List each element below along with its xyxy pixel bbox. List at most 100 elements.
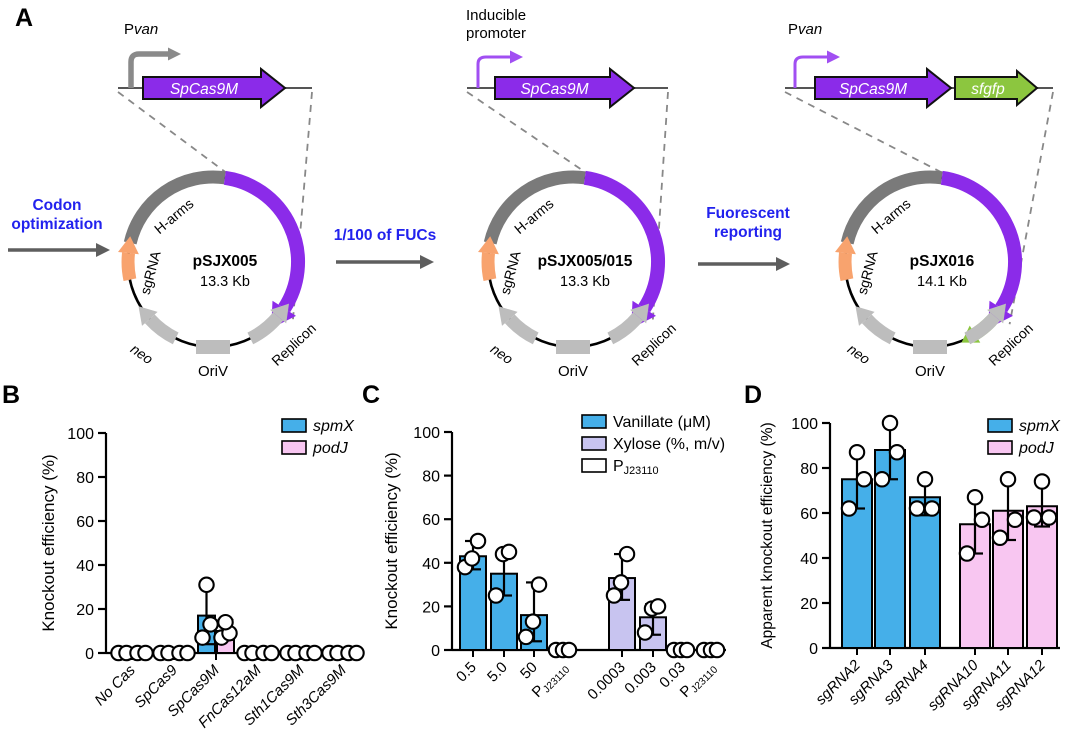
- neo-label: neo: [128, 341, 156, 368]
- x-tick-label: No Cas: [91, 661, 139, 709]
- data-point: [198, 576, 215, 594]
- gene-arrow-sfgfp: [954, 68, 1039, 108]
- y-tick-label: 60: [422, 512, 440, 529]
- data-point: [678, 641, 696, 659]
- h-arms-arc: [123, 170, 226, 245]
- sgrna-arrow-head: [835, 236, 856, 255]
- plasmid-name-label: pSJX016: [910, 253, 975, 270]
- step-label: Fuorescent: [706, 205, 790, 222]
- neo-arrow-head: [138, 306, 158, 326]
- plasmid-map-pSJX005: PvanSpCas9MsgRNAH-armsneoOriVRepliconpSJ…: [117, 21, 319, 380]
- data-point: [966, 489, 984, 506]
- plasmid-name-label: pSJX005/015: [538, 253, 633, 270]
- data-point: [840, 500, 858, 517]
- data-point: [560, 641, 578, 659]
- y-tick-label: 40: [800, 551, 818, 568]
- y-tick-label: 100: [791, 416, 818, 433]
- data-point: [916, 471, 934, 488]
- sgrna-arrow-head: [478, 236, 499, 255]
- sgrna-arrow: [838, 252, 854, 282]
- data-point: [179, 644, 196, 662]
- step-label: 1/100 of FUCs: [334, 227, 437, 244]
- gene-arrow-spcas9m: [142, 66, 287, 110]
- legend-label: Xylose (%, m/v): [613, 436, 725, 453]
- data-point: [881, 414, 899, 432]
- data-point: [500, 543, 518, 561]
- y-tick-label: 80: [422, 469, 440, 486]
- cas9-arc: [223, 170, 305, 313]
- data-point: [636, 624, 654, 641]
- data-point: [306, 644, 323, 662]
- bar: [909, 496, 941, 649]
- y-axis-title: Knockout efficiency (%): [39, 454, 58, 631]
- oriv-label: OriV: [915, 363, 945, 380]
- data-point: [463, 550, 481, 567]
- step-arrow-head: [420, 255, 434, 269]
- panel-d-label: D: [744, 381, 763, 409]
- y-tick-label: 0: [809, 641, 818, 658]
- y-tick-label: 100: [413, 425, 440, 442]
- promoter-arrow-head: [827, 50, 840, 64]
- legend-label: spmX: [1019, 418, 1061, 435]
- neo-arrow: [861, 314, 896, 345]
- y-tick-label: 60: [800, 506, 818, 523]
- data-point: [855, 471, 873, 488]
- oriv-block: [913, 340, 947, 354]
- promoter-label: Pvan: [124, 21, 158, 38]
- data-point: [991, 529, 1009, 547]
- dashed-connector: [117, 91, 229, 176]
- chart-knockout-efficiency-cas-variants: 0 20 40 60 80 100 Knockout efficiency (%) No Ca…: [39, 418, 365, 732]
- data-point: [873, 471, 891, 488]
- x-tick-label: PJ23110: [529, 659, 573, 703]
- data-point: [973, 511, 991, 529]
- legend-label: PJ23110: [613, 458, 659, 477]
- y-tick-label: 0: [431, 643, 440, 660]
- neo-arrow: [144, 314, 179, 345]
- panel-b-label: B: [2, 381, 21, 409]
- step-arrow-head: [776, 257, 790, 271]
- gene-arrow-spcas9m: [814, 66, 953, 110]
- promoter-label: Inducible promoter: [466, 7, 526, 42]
- step-arrow-head: [96, 243, 110, 257]
- legend-swatch: [281, 440, 307, 455]
- oriv-block: [556, 340, 590, 354]
- y-tick-label: 20: [422, 599, 440, 616]
- gene-label: SpCas9M: [170, 81, 238, 98]
- workflow-step-3: Fuorescent reporting: [698, 205, 790, 271]
- replicon-arrow: [607, 312, 644, 345]
- data-point: [530, 576, 548, 593]
- replicon-arrow: [964, 312, 1001, 345]
- data-point: [1006, 511, 1024, 529]
- data-point: [137, 644, 154, 662]
- data-point: [923, 500, 941, 517]
- dashed-connector: [784, 91, 946, 176]
- dashed-connector: [466, 91, 589, 176]
- workflow-step-2: 1/100 of FUCs: [334, 227, 437, 269]
- y-tick-label: 60: [76, 514, 94, 531]
- data-point: [1040, 509, 1058, 526]
- y-tick-label: 80: [76, 470, 94, 487]
- data-point: [999, 471, 1017, 488]
- panel-a-label: A: [15, 4, 34, 32]
- y-tick-label: 100: [67, 426, 94, 443]
- legend-label: podJ: [1018, 440, 1055, 457]
- sgrna-arrow: [121, 252, 137, 282]
- x-tick-label: PJ23110: [677, 659, 721, 703]
- legend-label: spmX: [313, 418, 355, 435]
- neo-label: neo: [845, 341, 873, 368]
- bar: [1026, 505, 1058, 649]
- data-point: [202, 616, 219, 633]
- oriv-label: OriV: [558, 363, 588, 380]
- data-point: [217, 613, 234, 631]
- data-point: [605, 587, 623, 604]
- neo-arrow: [504, 314, 539, 345]
- legend-swatch: [281, 418, 307, 433]
- data-point: [848, 443, 866, 461]
- data-point: [487, 587, 505, 604]
- x-tick-label: 0.5: [453, 659, 480, 686]
- legend-label: Vanillate (μM): [613, 414, 711, 431]
- neo-arrow-head: [855, 306, 875, 326]
- y-tick-label: 20: [76, 602, 94, 619]
- oriv-block: [196, 340, 230, 354]
